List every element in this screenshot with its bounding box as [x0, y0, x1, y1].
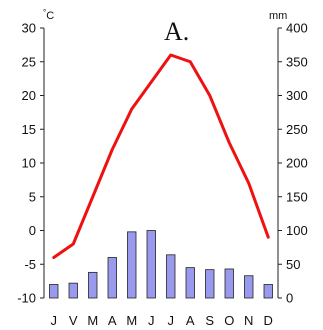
- month-label: N: [244, 313, 253, 328]
- precipitation-tick-label: 200: [286, 156, 308, 171]
- precipitation-bar: [263, 284, 273, 299]
- month-label: V: [69, 313, 78, 328]
- precipitation-bar: [205, 269, 215, 299]
- temperature-tick-label: 25: [22, 54, 36, 69]
- temperature-series: [52, 53, 270, 259]
- precipitation-tick-label: 150: [286, 189, 308, 204]
- precipitation-bar: [107, 257, 117, 299]
- temperature-tick-label: 15: [22, 122, 36, 137]
- month-label: D: [264, 313, 273, 328]
- chart-title: A.: [164, 17, 189, 46]
- month-label: M: [126, 313, 137, 328]
- precipitation-bar: [166, 254, 176, 299]
- precipitation-tick-label: 400: [286, 21, 308, 36]
- temperature-unit-label: °C: [43, 8, 54, 22]
- precipitation-tick-label: 350: [286, 54, 308, 69]
- precipitation-bar: [68, 282, 78, 299]
- precipitation-tick-label: 0: [286, 291, 293, 306]
- precipitation-bar: [146, 230, 156, 299]
- month-label: J: [168, 313, 175, 328]
- precipitation-bar: [49, 284, 59, 299]
- precipitation-tick-label: 250: [286, 122, 308, 137]
- precipitation-tick-label: 300: [286, 88, 308, 103]
- temperature-axis: -10 -5 0 5 10 15 20 25 30: [17, 21, 45, 306]
- month-label: A: [108, 313, 117, 328]
- temperature-line: [52, 53, 270, 259]
- temperature-tick-label: 20: [22, 88, 36, 103]
- precipitation-tick-label: 50: [286, 257, 300, 272]
- precipitation-bar: [244, 275, 254, 299]
- precipitation-bar: [88, 271, 98, 299]
- temperature-tick-label: 0: [29, 223, 36, 238]
- precipitation-tick-label: 100: [286, 223, 308, 238]
- month-label: J: [51, 313, 58, 328]
- month-label: S: [205, 313, 214, 328]
- precipitation-bar: [185, 267, 195, 299]
- temperature-tick-label: -10: [17, 291, 36, 306]
- precipitation-unit-label: mm: [269, 10, 287, 22]
- month-label: O: [224, 313, 234, 328]
- precipitation-bars: [49, 230, 273, 299]
- temperature-tick-label: 5: [29, 189, 36, 204]
- precipitation-bar: [127, 231, 137, 299]
- precipitation-bar: [224, 268, 234, 299]
- precipitation-axis: 0 50 100 150 200 250 300 350 400: [277, 21, 308, 306]
- month-label: J: [148, 313, 155, 328]
- month-label: A: [186, 313, 195, 328]
- temperature-tick-label: 30: [22, 21, 36, 36]
- temperature-tick-label: -5: [24, 257, 36, 272]
- temperature-tick-label: 10: [22, 156, 36, 171]
- month-label: M: [87, 313, 98, 328]
